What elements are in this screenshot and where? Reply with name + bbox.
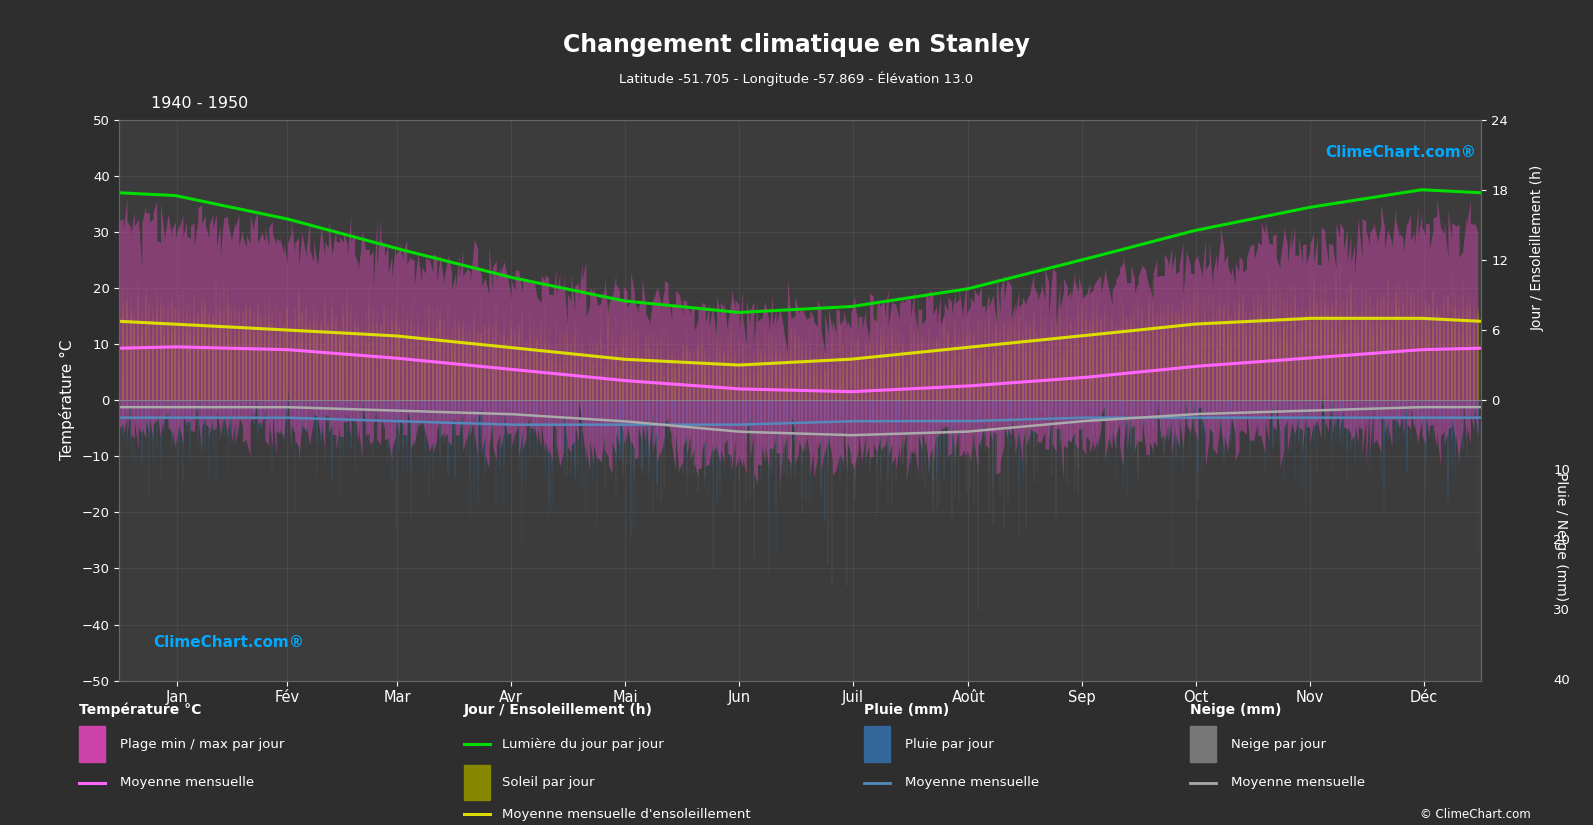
- Text: Pluie / Neige (mm): Pluie / Neige (mm): [1555, 472, 1568, 601]
- Text: ClimeChart.com®: ClimeChart.com®: [153, 634, 304, 650]
- Text: Moyenne mensuelle: Moyenne mensuelle: [119, 776, 255, 789]
- Text: Moyenne mensuelle d'ensoleillement: Moyenne mensuelle d'ensoleillement: [502, 808, 750, 821]
- Text: Changement climatique en Stanley: Changement climatique en Stanley: [562, 33, 1031, 58]
- Bar: [464, 765, 491, 800]
- Text: Soleil par jour: Soleil par jour: [502, 776, 594, 789]
- Text: © ClimeChart.com: © ClimeChart.com: [1419, 808, 1531, 821]
- Text: Moyenne mensuelle: Moyenne mensuelle: [1231, 776, 1365, 789]
- Text: Jour / Ensoleillement (h): Jour / Ensoleillement (h): [1531, 164, 1544, 331]
- Text: Pluie (mm): Pluie (mm): [863, 703, 949, 717]
- Text: Jour / Ensoleillement (h): Jour / Ensoleillement (h): [464, 703, 653, 717]
- Text: 40: 40: [1553, 674, 1571, 687]
- Text: 20: 20: [1553, 534, 1571, 547]
- Bar: [1190, 726, 1217, 762]
- Bar: [78, 726, 105, 762]
- Bar: [863, 726, 890, 762]
- Text: ClimeChart.com®: ClimeChart.com®: [1325, 145, 1475, 160]
- Text: 30: 30: [1553, 604, 1571, 617]
- Text: Plage min / max par jour: Plage min / max par jour: [119, 738, 285, 751]
- Text: Pluie par jour: Pluie par jour: [905, 738, 994, 751]
- Y-axis label: Température °C: Température °C: [59, 340, 75, 460]
- Text: 10: 10: [1553, 464, 1571, 477]
- Text: Neige (mm): Neige (mm): [1190, 703, 1281, 717]
- Text: Lumière du jour par jour: Lumière du jour par jour: [502, 738, 664, 751]
- Text: Température °C: Température °C: [78, 702, 201, 717]
- Text: 1940 - 1950: 1940 - 1950: [151, 96, 249, 111]
- Text: Neige par jour: Neige par jour: [1231, 738, 1325, 751]
- Text: Latitude -51.705 - Longitude -57.869 - Élévation 13.0: Latitude -51.705 - Longitude -57.869 - É…: [620, 71, 973, 86]
- Text: Moyenne mensuelle: Moyenne mensuelle: [905, 776, 1039, 789]
